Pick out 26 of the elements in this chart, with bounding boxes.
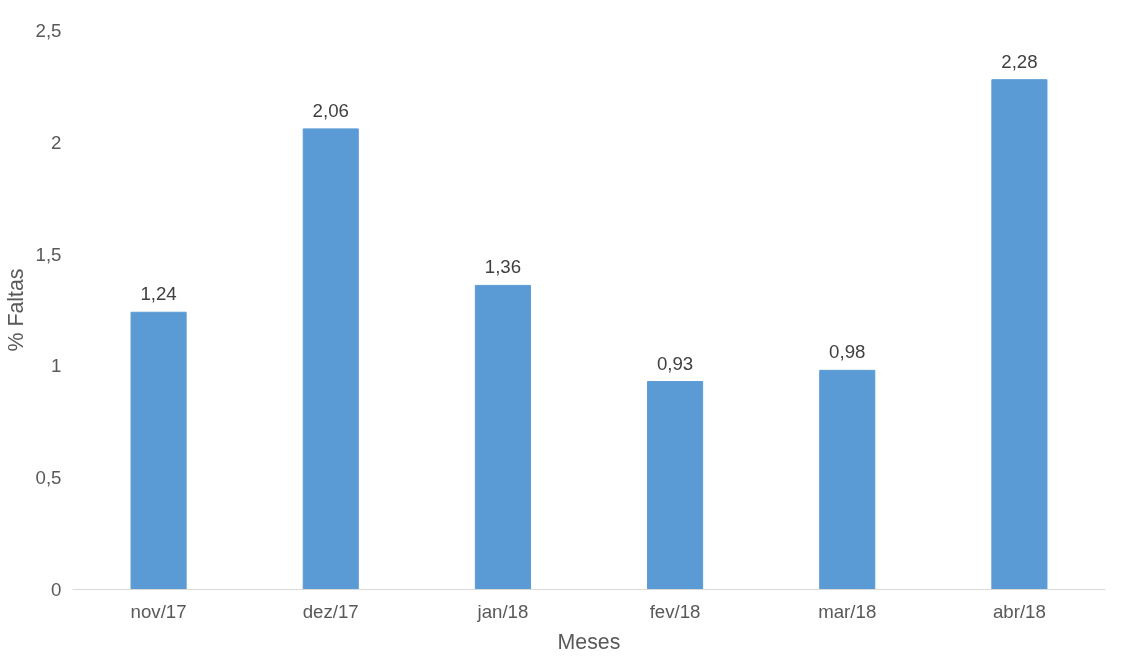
bar (991, 79, 1048, 590)
y-tick-label: 1 (51, 355, 62, 377)
y-tick-label: 1,5 (35, 243, 62, 265)
data-label: 0,98 (829, 341, 866, 363)
data-label: 2,28 (1001, 50, 1038, 72)
data-label: 2,06 (312, 99, 349, 121)
data-label: 1,36 (484, 256, 522, 278)
x-tick-label: jan/18 (476, 600, 529, 622)
x-axis-title: Meses (557, 629, 621, 654)
bar (130, 311, 187, 590)
x-tick-label: nov/17 (130, 600, 187, 622)
data-label: 1,24 (140, 283, 177, 305)
x-tick-label: abr/18 (992, 600, 1046, 622)
bar (302, 128, 359, 590)
x-tick-label: fev/18 (649, 600, 701, 622)
bar (819, 369, 876, 590)
y-tick-label: 2 (51, 131, 62, 153)
bar (474, 284, 531, 590)
y-tick-label: 2,5 (35, 20, 62, 41)
y-axis-title: % Faltas (3, 268, 28, 352)
x-tick-label: dez/17 (302, 600, 359, 622)
x-tick-label: mar/18 (818, 600, 877, 622)
y-tick-label: 0 (51, 579, 62, 600)
bar (647, 381, 704, 590)
y-tick-label: 0,5 (35, 467, 62, 489)
data-label: 0,93 (656, 352, 694, 374)
